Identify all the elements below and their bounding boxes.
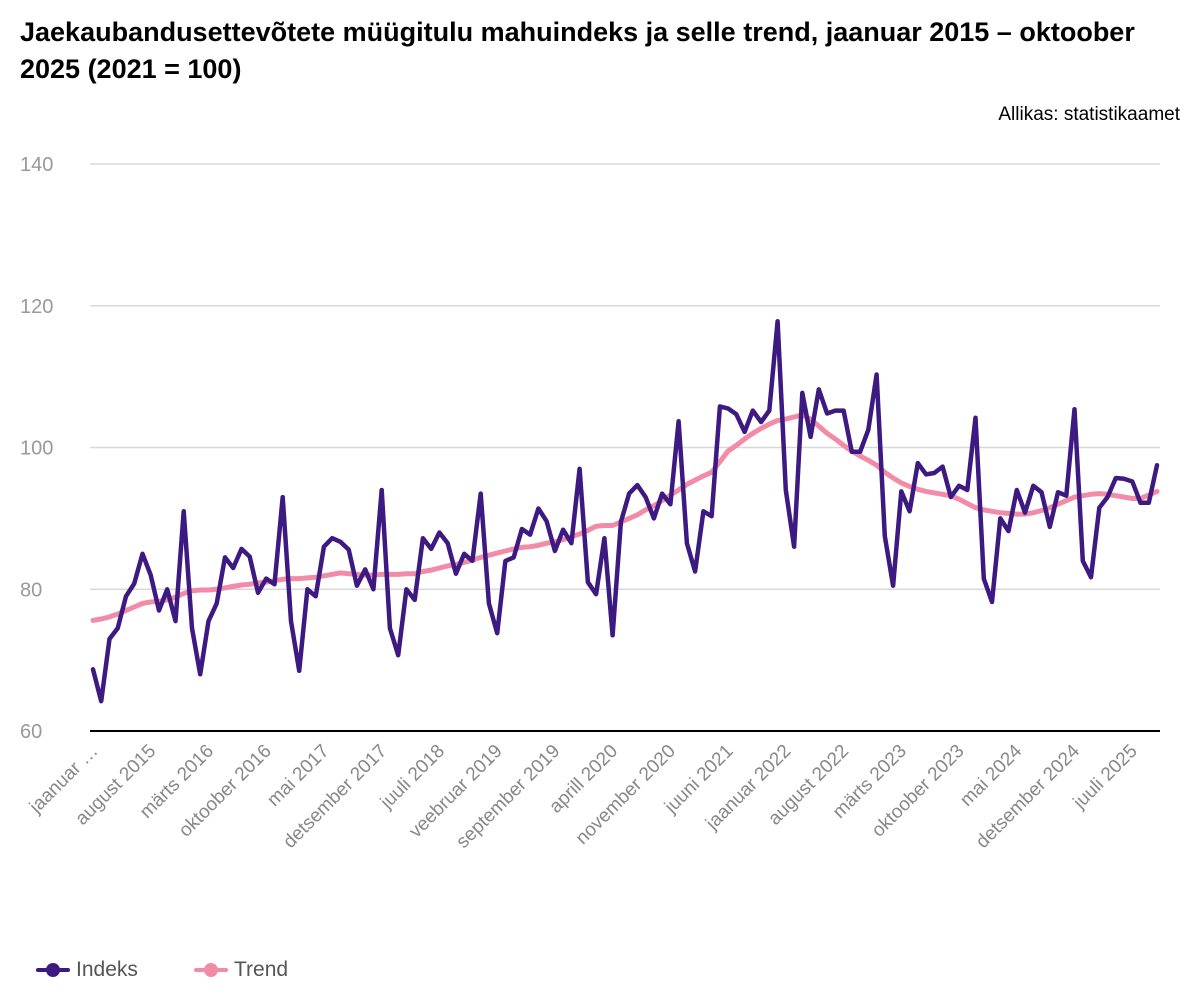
y-tick-label: 60 — [20, 721, 42, 743]
x-tick-label: november 2020 — [572, 741, 680, 849]
legend-label-trend: Trend — [234, 958, 289, 981]
legend-item-indeks[interactable]: Indeks — [36, 958, 138, 982]
source-note: Allikas: statistikaamet — [998, 104, 1180, 125]
y-tick-label: 120 — [20, 296, 53, 318]
trend-legend-icon — [194, 963, 228, 977]
series-line-indeks — [90, 319, 1160, 704]
x-tick-label: september 2019 — [452, 741, 564, 853]
y-tick-label: 100 — [20, 438, 53, 460]
y-tick-label: 80 — [20, 579, 42, 601]
legend-label-indeks: Indeks — [76, 958, 138, 981]
legend-item-trend[interactable]: Trend — [194, 958, 288, 982]
chart-title: Jaekaubandusettevõtete müügitulu mahuind… — [20, 17, 1135, 84]
indeks-legend-icon — [36, 963, 70, 977]
x-tick-label: detsember 2017 — [279, 741, 391, 853]
y-tick-label: 140 — [20, 154, 53, 176]
x-tick-label: detsember 2024 — [972, 740, 1084, 852]
